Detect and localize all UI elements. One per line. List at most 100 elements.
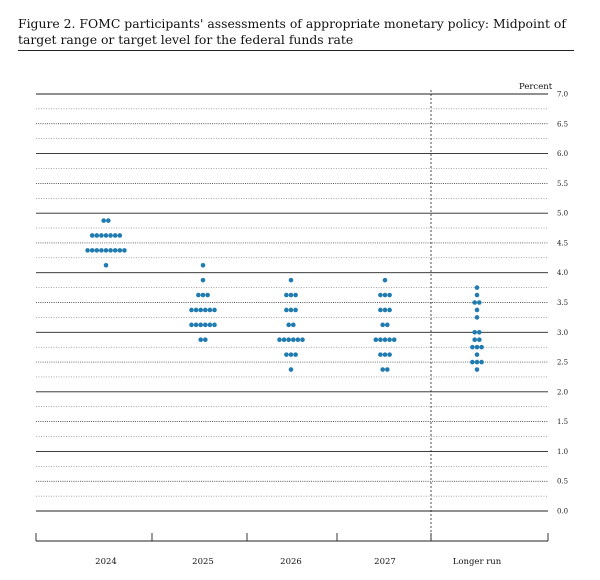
data-dot (378, 292, 383, 298)
data-dot (291, 322, 296, 328)
data-dot (470, 359, 475, 365)
data-dot (198, 307, 203, 313)
x-category-label: 2025 (192, 557, 214, 567)
data-dot (281, 337, 287, 343)
data-dot (288, 307, 294, 313)
data-dot (284, 352, 289, 357)
data-dot (387, 292, 392, 298)
y-tick-label: 2.5 (557, 359, 568, 367)
data-dot (196, 292, 201, 298)
data-dot (108, 233, 113, 238)
data-dot (288, 352, 294, 357)
data-dot (385, 322, 390, 328)
data-dot (382, 292, 388, 298)
data-dot (108, 248, 113, 253)
chart-title: Figure 2. FOMC participants' assessments… (18, 16, 566, 47)
data-dot (193, 322, 199, 328)
data-dot (378, 307, 383, 313)
data-dot (472, 329, 478, 335)
data-dot (207, 307, 213, 313)
data-dot (122, 248, 127, 253)
data-dot (99, 233, 104, 238)
data-dot (112, 233, 118, 238)
y-tick-label: 2.0 (557, 388, 568, 396)
y-tick-label: 4.0 (557, 269, 568, 277)
data-dot (103, 248, 109, 253)
data-dot (472, 300, 478, 305)
data-dot (200, 262, 206, 268)
data-dot (198, 337, 203, 343)
data-dot (94, 248, 100, 253)
data-dot (99, 248, 104, 253)
data-dot (286, 322, 292, 328)
y-tick-label: 1.0 (557, 448, 568, 456)
data-dot (474, 292, 480, 298)
data-dot (212, 307, 217, 313)
data-dot (382, 307, 388, 313)
data-dot (391, 337, 397, 343)
data-dot (380, 367, 386, 372)
data-dot (387, 337, 392, 343)
data-dot (117, 248, 123, 253)
data-dot (474, 344, 480, 350)
data-dot (103, 233, 109, 238)
y-tick-label: 6.0 (557, 150, 568, 158)
data-dot (474, 359, 480, 365)
data-dot (288, 277, 294, 283)
y-tick-label: 7.0 (557, 91, 568, 99)
data-dot (89, 233, 95, 238)
data-dot (382, 337, 388, 343)
x-category-label: 2027 (374, 557, 396, 567)
data-dot (189, 322, 194, 328)
data-dot (479, 359, 484, 365)
data-dot (207, 322, 213, 328)
y-tick-label: 1.5 (557, 418, 568, 426)
data-dot (293, 352, 298, 357)
data-dot (205, 292, 210, 298)
x-category-label: 2026 (280, 557, 302, 567)
data-dot (291, 337, 296, 343)
data-dot (474, 367, 480, 372)
data-dot (295, 337, 301, 343)
y-tick-label: 3.5 (557, 299, 568, 307)
data-dot (117, 233, 123, 238)
data-dot (382, 352, 388, 357)
data-dot (286, 337, 292, 343)
y-tick-label: 5.0 (557, 210, 568, 218)
data-dot (378, 337, 383, 343)
axes (35, 90, 549, 542)
y-tick-label: 6.5 (557, 120, 568, 128)
data-dot (189, 307, 194, 313)
data-dot (300, 337, 305, 343)
data-dot (387, 307, 392, 313)
data-dot (103, 262, 109, 268)
data-dot (101, 218, 106, 223)
data-dot (203, 322, 208, 328)
data-dot (203, 337, 208, 343)
data-dot (474, 307, 480, 313)
data-dot (200, 292, 206, 298)
data-dot (474, 315, 480, 320)
data-dot (288, 367, 294, 372)
data-dot (474, 285, 480, 290)
data-dot (387, 352, 392, 357)
y-tick-label: 4.5 (557, 239, 568, 247)
data-dot (378, 352, 383, 357)
data-dot (284, 307, 289, 313)
data-dot (200, 277, 206, 283)
data-dot (94, 233, 100, 238)
grid-lines (36, 93, 548, 512)
data-dot (477, 337, 482, 343)
data-dot (89, 248, 95, 253)
data-dot (293, 292, 298, 298)
data-dot (477, 300, 482, 305)
x-category-label: 2024 (95, 557, 117, 567)
title-rule (18, 50, 574, 51)
y-tick-label: 0.0 (557, 508, 568, 516)
data-dot (382, 277, 388, 283)
data-dot (198, 322, 203, 328)
x-category-label: Longer run (453, 557, 502, 567)
y-tick-label: 3.0 (557, 329, 568, 337)
data-dot (112, 248, 118, 253)
